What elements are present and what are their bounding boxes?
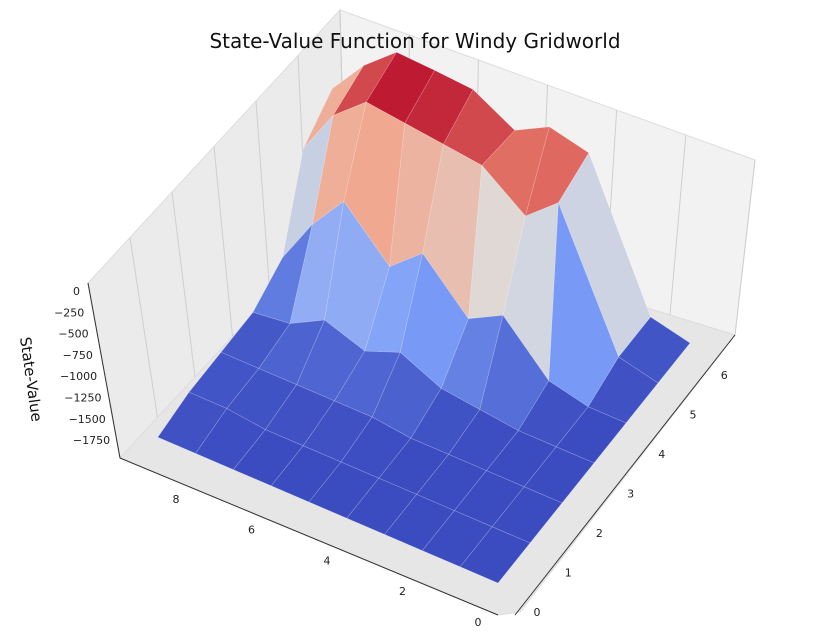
x-axis-line <box>119 457 499 616</box>
z-tick-label: 0 <box>73 285 80 298</box>
z-tick-label: −750 <box>63 349 93 362</box>
z-tick-label: −1000 <box>60 370 97 383</box>
x-tick-label: 0 <box>475 616 482 629</box>
surface <box>157 51 691 584</box>
surface-cell <box>448 409 519 471</box>
wall-gridline <box>129 237 158 418</box>
wall-gridline <box>669 134 687 316</box>
z-tick-label: −1750 <box>73 434 110 447</box>
surface-cell <box>468 164 526 320</box>
y-tick-label: 0 <box>534 606 541 619</box>
z-axis-line <box>87 282 121 459</box>
surface-cell <box>282 114 334 259</box>
surface-cell <box>555 406 627 464</box>
surface-cell <box>421 510 493 568</box>
z-tick-label: −1500 <box>69 413 106 426</box>
surface-cell <box>587 356 659 424</box>
y-tick-label: 3 <box>627 488 634 501</box>
y-tick-label: 2 <box>596 527 603 540</box>
x-tick-label: 6 <box>248 524 255 537</box>
z-axis-label: State-Value <box>16 336 46 423</box>
y-tick-label: 1 <box>565 567 572 580</box>
surface-cell <box>523 446 595 504</box>
wall-gridline <box>171 191 196 378</box>
surface-cell <box>618 316 691 384</box>
chart-title: State-Value Function for Windy Gridworld <box>209 29 620 53</box>
surface-cell <box>252 223 313 324</box>
x-tick-label: 2 <box>399 585 406 598</box>
wall-gridline <box>255 100 271 297</box>
surface-cell <box>459 526 531 584</box>
z-tick-label: −1250 <box>64 392 101 405</box>
z-tick-label: −500 <box>58 328 88 341</box>
x-tick-label: 8 <box>173 493 180 506</box>
y-axis-line <box>514 334 736 616</box>
wall-gridline <box>213 146 233 337</box>
y-tick-label: 4 <box>658 448 665 461</box>
z-tick-label: −250 <box>54 306 84 319</box>
axes <box>87 282 736 616</box>
y-tick-label: 6 <box>721 369 728 382</box>
y-tick-label: 5 <box>690 409 697 422</box>
wall-gridline <box>734 159 756 336</box>
x-tick-label: 4 <box>324 554 331 567</box>
